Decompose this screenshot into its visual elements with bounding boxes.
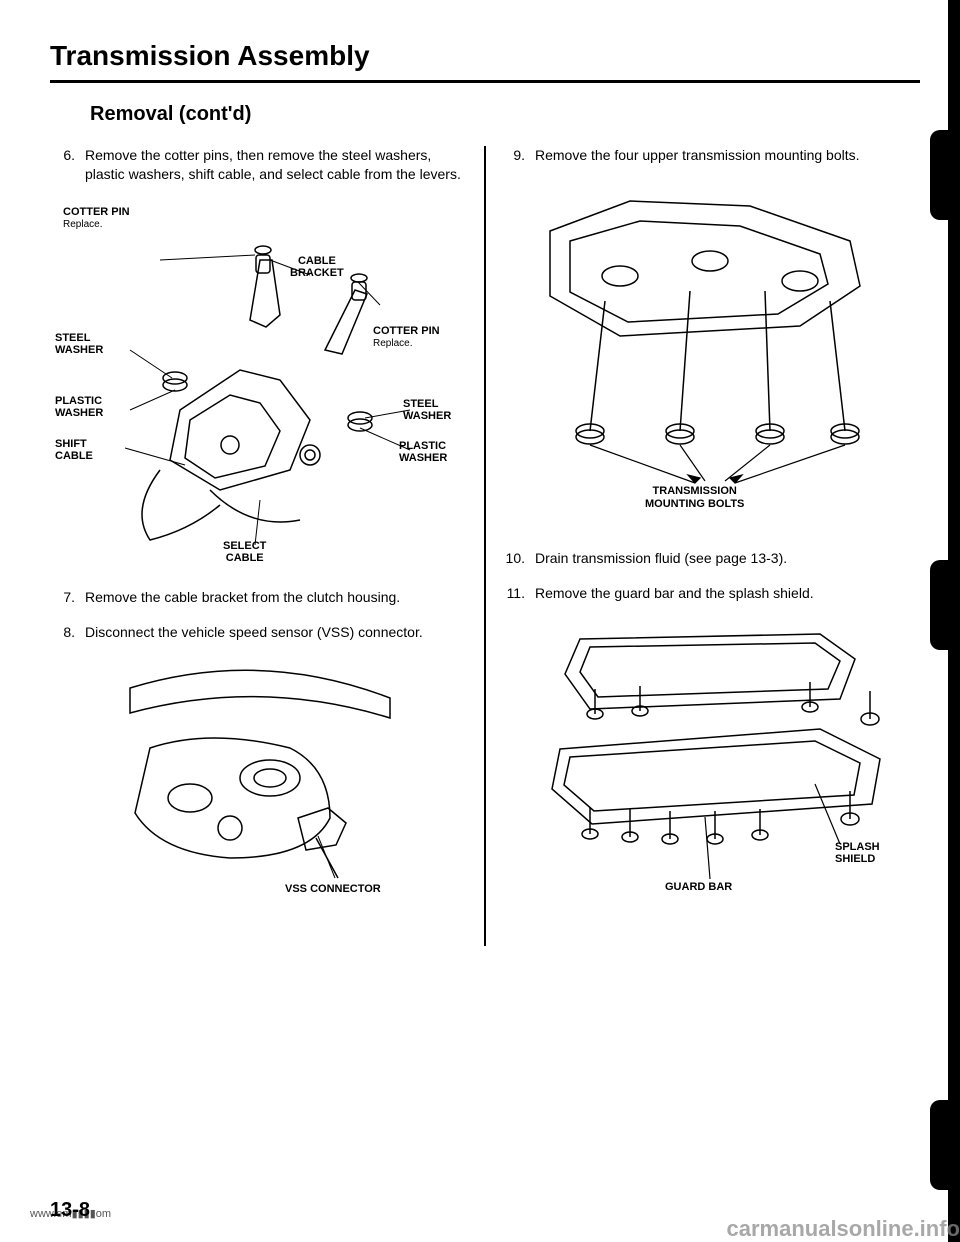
step-8: 8. Disconnect the vehicle speed sensor (… (55, 623, 465, 642)
label-mounting-bolts: TRANSMISSIONMOUNTING BOLTS (645, 485, 744, 510)
label-steel-washer-left: STEELWASHER (55, 332, 103, 357)
diagram-mounting-bolts: TRANSMISSIONMOUNTING BOLTS (505, 181, 915, 521)
label-select-cable: SELECTCABLE (223, 540, 266, 565)
step-number: 6. (55, 146, 75, 184)
label-cable-bracket: CABLEBRACKET (290, 255, 344, 280)
label-vss-connector: VSS CONNECTOR (285, 883, 381, 896)
step-number: 7. (55, 588, 75, 607)
label-plastic-washer-right: PLASTICWASHER (399, 440, 447, 465)
label-plastic-washer-left: PLASTICWASHER (55, 395, 103, 420)
step-7: 7. Remove the cable bracket from the clu… (55, 588, 465, 607)
diagram-guard-splash: GUARD BAR SPLASHSHIELD (505, 619, 915, 909)
page-edge-decoration (928, 0, 960, 1242)
step-text: Remove the guard bar and the splash shie… (535, 584, 915, 603)
label-splash-shield: SPLASHSHIELD (835, 841, 880, 866)
step-10: 10. Drain transmission fluid (see page 1… (505, 549, 915, 568)
step-text: Drain transmission fluid (see page 13-3)… (535, 549, 915, 568)
step-number: 9. (505, 146, 525, 165)
label-cotter-pin-right: COTTER PIN Replace. (373, 325, 440, 350)
watermark: carmanualsonline.info (727, 1216, 960, 1242)
diagram-cable-assembly: COTTER PIN Replace. CABLEBRACKET STEELWA… (55, 200, 465, 560)
diagram-vss-connector: VSS CONNECTOR (55, 658, 465, 918)
column-divider (484, 146, 486, 946)
step-11: 11. Remove the guard bar and the splash … (505, 584, 915, 603)
step-number: 8. (55, 623, 75, 642)
left-column: 6. Remove the cotter pins, then remove t… (50, 146, 470, 946)
label-steel-washer-right: STEELWASHER (403, 398, 451, 423)
page-title: Transmission Assembly (50, 40, 920, 72)
step-6: 6. Remove the cotter pins, then remove t… (55, 146, 465, 184)
label-cotter-pin-left: COTTER PIN Replace. (63, 206, 130, 231)
page-content: Transmission Assembly Removal (cont'd) 6… (50, 40, 920, 1202)
title-rule (50, 80, 920, 83)
step-text: Remove the cotter pins, then remove the … (85, 146, 465, 184)
section-subtitle: Removal (cont'd) (90, 103, 920, 126)
diagram-svg (55, 200, 465, 560)
diagram-svg (55, 658, 465, 918)
right-column: 9. Remove the four upper transmission mo… (500, 146, 920, 946)
step-text: Remove the four upper transmission mount… (535, 146, 915, 165)
step-text: Remove the cable bracket from the clutch… (85, 588, 465, 607)
step-number: 10. (505, 549, 525, 568)
step-9: 9. Remove the four upper transmission mo… (505, 146, 915, 165)
step-number: 11. (505, 584, 525, 603)
diagram-svg (505, 181, 915, 521)
two-column-layout: 6. Remove the cotter pins, then remove t… (50, 146, 920, 946)
step-text: Disconnect the vehicle speed sensor (VSS… (85, 623, 465, 642)
label-guard-bar: GUARD BAR (665, 881, 732, 894)
page-number: 13-8 (50, 1199, 90, 1222)
label-shift-cable: SHIFTCABLE (55, 438, 93, 463)
